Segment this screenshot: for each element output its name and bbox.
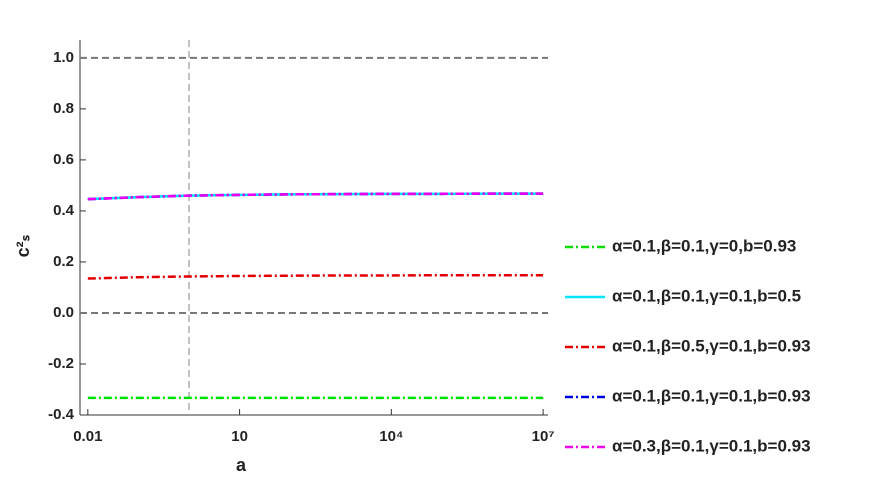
y-tick-label: 0.6: [53, 151, 74, 168]
y-tick-label: 1.0: [53, 49, 74, 66]
legend-label: α=0.1,β=0.1,γ=0,b=0.93: [612, 236, 796, 255]
y-tick-label: 0.0: [53, 304, 74, 321]
x-tick-label: 10⁷: [532, 428, 555, 445]
legend-label: α=0.1,β=0.5,γ=0.1,b=0.93: [612, 336, 811, 355]
legend-label: α=0.3,β=0.1,γ=0.1,b=0.93: [612, 436, 811, 455]
x-tick-label: 10: [231, 428, 248, 445]
y-tick-label: 0.8: [53, 100, 74, 117]
series-line: [87, 192, 544, 201]
x-tick-label: 0.01: [73, 428, 102, 445]
y-tick-label: -0.2: [48, 355, 74, 372]
y-tick-label: -0.4: [48, 406, 75, 423]
y-tick-label: 0.4: [53, 202, 75, 219]
legend-label: α=0.1,β=0.1,γ=0.1,b=0.5: [612, 286, 801, 305]
x-axis-label: a: [236, 455, 247, 475]
series-line: [87, 273, 544, 280]
y-axis-label: c²ₛ: [13, 234, 33, 257]
y-tick-label: 0.2: [53, 253, 74, 270]
x-tick-label: 10⁴: [379, 428, 403, 445]
legend-label: α=0.1,β=0.1,γ=0.1,b=0.93: [612, 386, 811, 405]
